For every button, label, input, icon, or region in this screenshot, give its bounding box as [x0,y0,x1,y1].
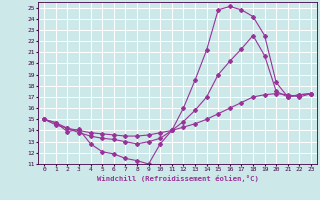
X-axis label: Windchill (Refroidissement éolien,°C): Windchill (Refroidissement éolien,°C) [97,175,259,182]
